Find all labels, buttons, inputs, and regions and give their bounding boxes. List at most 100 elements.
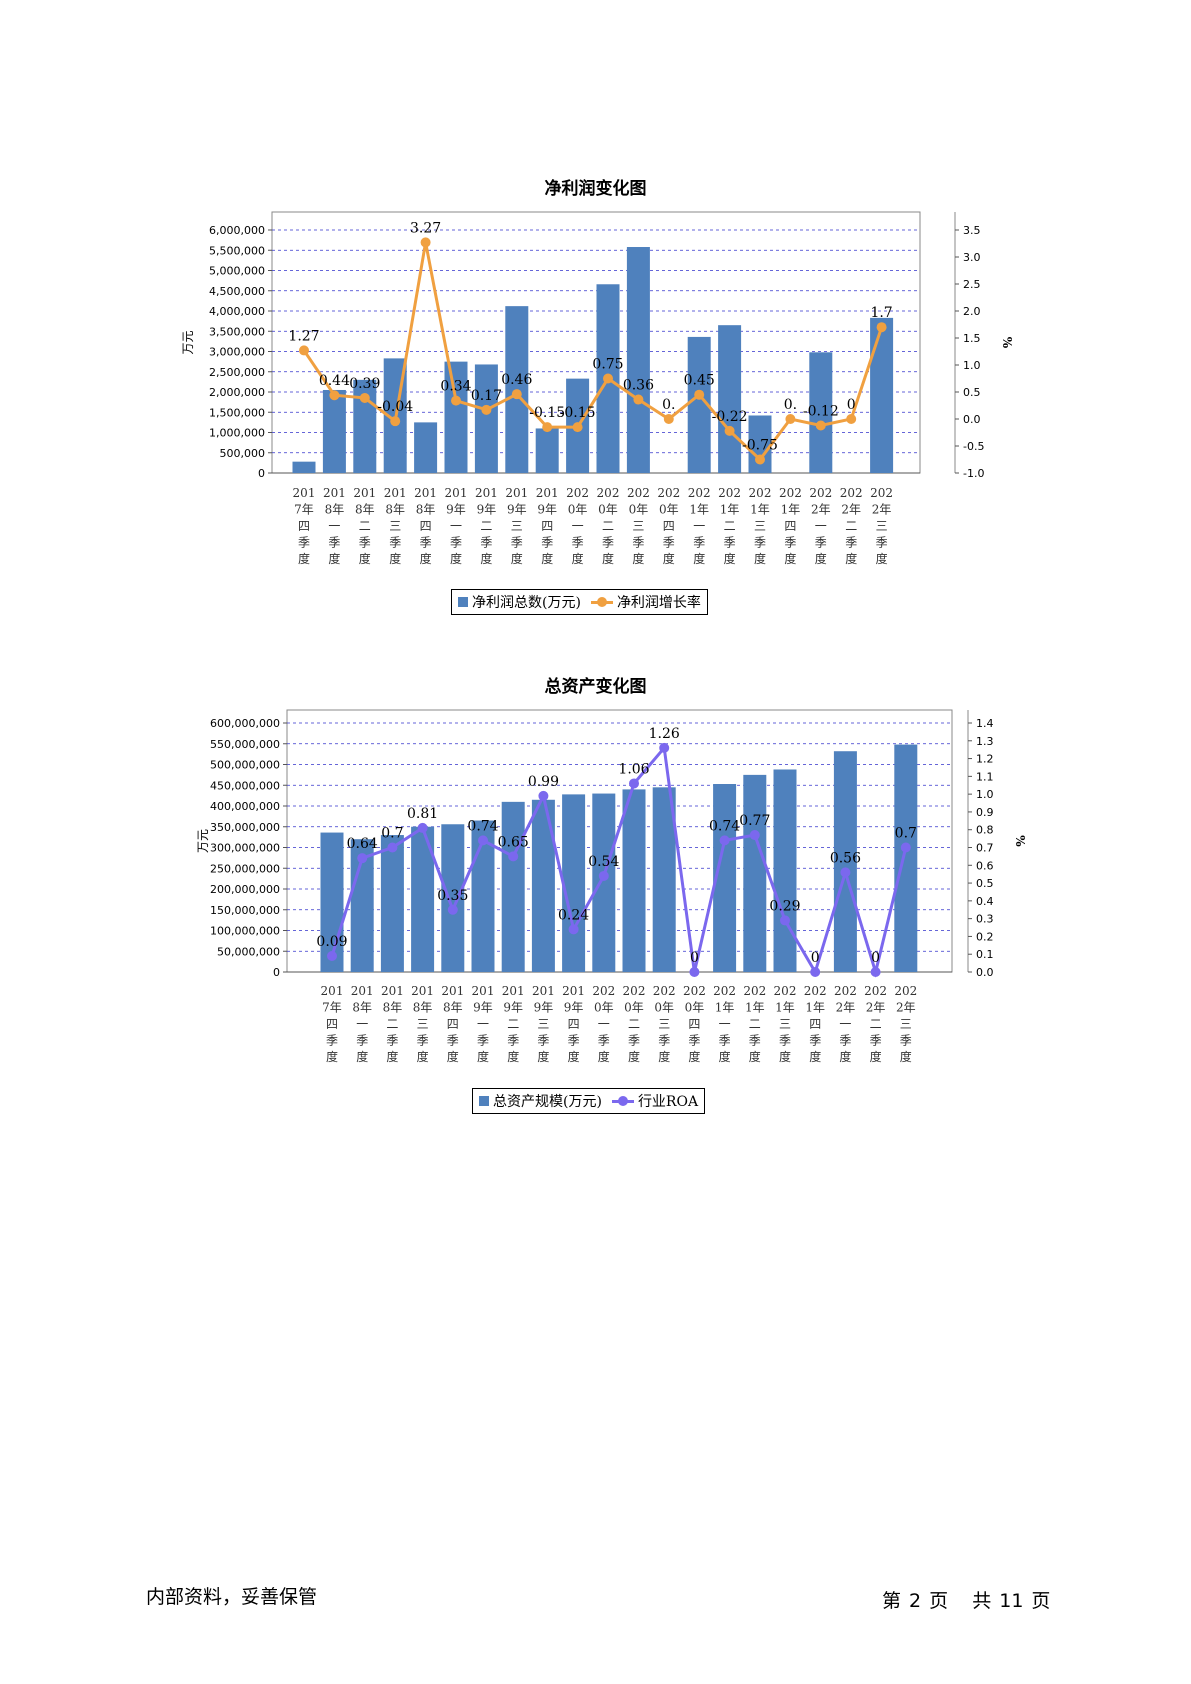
y-tick-label: 6,000,000 [209,224,265,237]
confidential-note: 内部资料，妥善保管 [146,1586,318,1608]
x-tick-label: 202 [779,486,802,500]
x-tick-label: 2年 [841,503,861,517]
y2-tick-label: -1.0 [963,467,984,480]
x-tick-label: 201 [323,486,346,500]
x-tick-label: 一 [328,519,340,533]
line-point [542,422,553,433]
x-tick-label: 季 [541,536,553,550]
x-tick-label: 二 [724,519,736,533]
bar [322,389,346,473]
data-label: 0.65 [498,834,529,850]
y-tick-label: 100,000,000 [210,925,280,938]
y2-tick-label: 0.3 [976,913,994,926]
line-point [478,835,488,846]
x-tick-label: 0年 [629,503,649,517]
bar [535,428,559,473]
x-tick-label: 一 [356,1017,368,1031]
y2-tick-label: 0.7 [976,842,994,855]
line-point [481,404,492,415]
bar [444,361,468,473]
line-point [538,790,549,801]
x-tick-label: 季 [328,536,340,550]
x-tick-label: 1年 [805,1001,825,1015]
x-tick-label: 季 [815,536,827,550]
x-tick-label: 度 [628,1049,640,1064]
data-label: 0.29 [769,898,800,914]
bar [411,826,435,972]
line-point [785,414,796,424]
bar [809,352,833,473]
x-tick-label: 度 [663,551,675,566]
legend-label: 净利润增长率 [616,595,701,611]
line-point [689,967,700,977]
x-tick-label: 度 [541,551,553,566]
x-tick-label: 季 [480,536,492,550]
x-tick-label: 季 [628,1034,640,1048]
y2-tick-label: 0.8 [976,824,994,837]
line-point [568,924,579,935]
x-tick-label: 7年 [322,1001,342,1015]
x-tick-label: 201 [293,486,316,500]
x-tick-label: 1年 [689,503,709,517]
line-point [390,416,401,427]
x-tick-label: 四 [809,1017,821,1031]
line-point [870,967,881,977]
x-tick-label: 202 [749,486,772,500]
data-label: 0.7 [895,826,917,842]
total-word: 页 [1031,1590,1051,1612]
y2-tick-label: 3.0 [963,251,981,264]
x-tick-label: 季 [598,1034,610,1048]
x-tick-label: 度 [688,1049,700,1064]
x-tick-label: 季 [719,1034,731,1048]
x-tick-label: 度 [420,551,432,566]
line-point [780,915,790,926]
data-label: 0.54 [588,854,619,870]
x-tick-label: 度 [389,551,401,566]
x-tick-label: 季 [845,536,857,550]
y-tick-label: 550,000,000 [210,738,280,751]
x-tick-label: 8年 [325,503,345,517]
line-point [900,842,911,853]
y2-tick-label: 0.5 [976,877,994,890]
x-tick-label: 度 [537,1049,549,1064]
x-tick-label: 四 [420,519,432,533]
data-label: 1.06 [618,761,649,777]
x-tick-label: 202 [834,984,857,998]
line-point [572,422,583,433]
y-tick-label: 50,000,000 [217,945,280,958]
line-point [447,904,458,915]
x-tick-label: 二 [749,1017,761,1031]
x-tick-label: 四 [447,1017,459,1031]
x-tick-label: 四 [663,519,675,533]
y2-tick-label: 0.1 [976,948,994,961]
x-tick-label: 2年 [836,1001,856,1015]
x-tick-label: 度 [815,551,827,566]
x-tick-label: 8年 [383,1001,403,1015]
data-label: 0.46 [501,372,532,388]
x-tick-label: 二 [386,1017,398,1031]
data-label: 0.44 [319,373,350,389]
x-tick-label: 季 [876,536,888,550]
data-label: 0.34 [440,379,471,395]
x-tick-label: 一 [839,1017,851,1031]
x-tick-label: 9年 [534,1001,554,1015]
x-tick-label: 8年 [385,503,405,517]
page-prefix: 第 [882,1590,902,1612]
chart-legend: 总资产规模(万元) 行业ROA [472,1088,706,1114]
y2-tick-label: 0.5 [963,386,981,399]
x-tick-label: 202 [657,486,680,500]
x-tick-label: 季 [420,536,432,550]
net-profit-chart-svg: 0 500,000 1,000,000 1,500,000 2,000,000 2,500… [181,211,1014,566]
x-tick-label: 季 [298,536,310,550]
y-tick-label: 0 [258,467,265,480]
x-tick-label: 二 [628,1017,640,1031]
data-label: 0.36 [623,378,654,394]
data-label: -0.15 [560,405,596,421]
bar [894,744,918,972]
x-tick-label: 度 [511,551,523,566]
y-tick-label: 3,000,000 [209,346,265,359]
y-tick-label: 3,500,000 [209,325,265,338]
bar-series-swatch [458,597,468,607]
x-tick-label: 8年 [443,1001,463,1015]
line-point [719,835,730,846]
